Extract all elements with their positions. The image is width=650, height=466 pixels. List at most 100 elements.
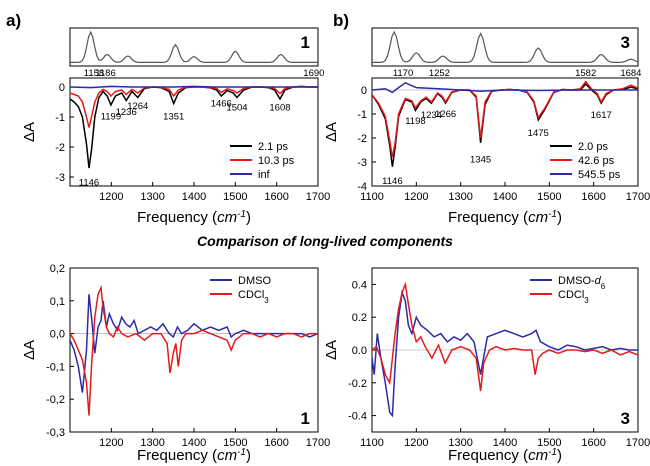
y-axis-title: ΔA — [21, 340, 38, 360]
inset-frame — [69, 27, 319, 67]
x-tick-label: 1500 — [223, 437, 247, 449]
comparison-heading: Comparison of long-lived components — [197, 233, 453, 249]
x-tick-label: 1300 — [448, 437, 472, 449]
peak-label: 1146 — [382, 176, 402, 187]
peak-label: 1345 — [470, 154, 491, 165]
y-tick-label: -0.2 — [348, 378, 367, 390]
x-tick-label: 1400 — [493, 191, 517, 203]
compound-label: 1 — [301, 33, 310, 52]
y-tick-label: -1 — [55, 112, 65, 124]
peak-label: 1198 — [405, 116, 425, 127]
panel-label-b: b) — [333, 11, 349, 30]
x-axis-title: Frequency (cm-1) — [448, 447, 562, 465]
x-tick-label: 1700 — [306, 191, 330, 203]
y-tick-label: 0,1 — [50, 296, 65, 308]
x-tick-label: 1700 — [306, 437, 330, 449]
y-tick-label: -0,1 — [46, 361, 65, 373]
x-tick-label: 1100 — [360, 437, 384, 449]
x-tick-label: 1600 — [581, 437, 605, 449]
peak-label: 1351 — [163, 112, 184, 123]
legend-label: CDCl3 — [238, 289, 269, 305]
panel-label-a: a) — [6, 11, 21, 30]
y-tick-label: -3 — [55, 172, 65, 184]
peak-label: 1504 — [226, 103, 247, 114]
peak-label: 1252 — [429, 68, 450, 79]
series-line-3 — [372, 81, 638, 94]
legend-label: 2.0 ps — [578, 141, 608, 153]
peak-label: 1582 — [575, 68, 596, 79]
legend-label: 545.5 ps — [578, 169, 621, 181]
peak-label: 1266 — [435, 109, 456, 120]
peak-label: 1264 — [127, 101, 148, 112]
peak-label: 1475 — [528, 128, 549, 139]
y-tick-label: 0.2 — [352, 312, 367, 324]
chart-panel-1: 1200 1300 1400 1500 1600 1700 -3 -2 -1 0 Frequency… — [21, 27, 330, 227]
peak-label: 1186 — [95, 68, 115, 79]
y-axis-title: ΔA — [323, 122, 340, 142]
x-tick-label: 1500 — [537, 191, 561, 203]
peak-label: 1690 — [303, 68, 324, 79]
y-tick-label: -3 — [357, 157, 367, 169]
chart-panel-3: 1200 1300 1400 1500 1600 1700 -0,3 -0,2 -0,1 0,0 0… — [21, 263, 330, 464]
x-tick-label: 1700 — [626, 437, 650, 449]
y-tick-label: 0 — [361, 85, 367, 97]
x-axis-title: Frequency (cm-1) — [448, 209, 562, 227]
x-tick-label: 1400 — [493, 437, 517, 449]
peak-label: 1236 — [116, 107, 137, 118]
y-tick-label: 0,0 — [50, 329, 65, 341]
x-tick-label: 1500 — [537, 437, 561, 449]
legend-label: 42.6 ps — [578, 155, 615, 167]
series-line-1 — [70, 294, 318, 393]
peak-label: 1146 — [79, 178, 99, 189]
x-tick-label: 1200 — [404, 437, 428, 449]
x-tick-label: 1300 — [140, 437, 164, 449]
legend-label: CDCl3 — [558, 289, 589, 305]
legend-label: 2.1 ps — [258, 141, 288, 153]
x-tick-label: 1200 — [404, 191, 428, 203]
y-tick-label: -4 — [357, 181, 367, 193]
x-tick-label: 1600 — [581, 191, 605, 203]
peak-label: 1466 — [211, 99, 232, 110]
legend-label: DMSO — [238, 275, 271, 287]
x-axis-title: Frequency (cm-1) — [137, 209, 251, 227]
legend-label: 10.3 ps — [258, 155, 295, 167]
y-axis-title: ΔA — [21, 122, 38, 142]
compound-label: 1 — [301, 409, 310, 428]
peak-label: 1617 — [591, 110, 612, 121]
series-line-1 — [372, 289, 638, 418]
x-tick-label: 1600 — [264, 191, 288, 203]
plot-frame — [69, 77, 319, 187]
x-axis-title: Frequency (cm-1) — [137, 447, 251, 465]
series-line-2 — [372, 80, 638, 158]
panels: 1200 1300 1400 1500 1600 1700 -3 -2 -1 0 Frequency… — [21, 27, 650, 465]
legend-label: DMSO-d6 — [558, 275, 606, 291]
x-tick-label: 1600 — [264, 437, 288, 449]
y-tick-label: 0,2 — [50, 263, 65, 275]
y-tick-label: 0.0 — [352, 345, 367, 357]
peak-label: 1170 — [393, 68, 413, 79]
inset-spectrum-line — [70, 30, 318, 63]
plot-frame — [69, 267, 319, 433]
series-line-2 — [372, 281, 638, 392]
x-tick-label: 1100 — [360, 191, 384, 203]
peak-label: 1608 — [269, 103, 290, 114]
series-line-2 — [70, 284, 318, 416]
legend-label: inf — [258, 169, 271, 181]
x-tick-label: 1200 — [99, 437, 123, 449]
y-tick-label: -0.4 — [348, 411, 367, 423]
y-tick-label: -2 — [55, 142, 65, 154]
y-tick-label: -0,2 — [46, 394, 65, 406]
peak-label: 1158 — [84, 68, 104, 79]
inset-frame — [371, 27, 639, 67]
y-tick-label: 0.4 — [352, 279, 367, 291]
chart-panel-2: 1100 1200 1300 1400 1500 1600 1700 -4 -3 -2 -1 0 Fre… — [323, 27, 650, 227]
x-tick-label: 1200 — [99, 191, 123, 203]
peak-label: 1199 — [101, 112, 121, 123]
y-tick-label: -2 — [357, 133, 367, 145]
inset-spectrum-line — [372, 30, 639, 64]
y-tick-label: -1 — [357, 109, 367, 121]
x-tick-label: 1500 — [223, 191, 247, 203]
x-tick-label: 1300 — [448, 191, 472, 203]
series-line-3 — [70, 85, 318, 89]
